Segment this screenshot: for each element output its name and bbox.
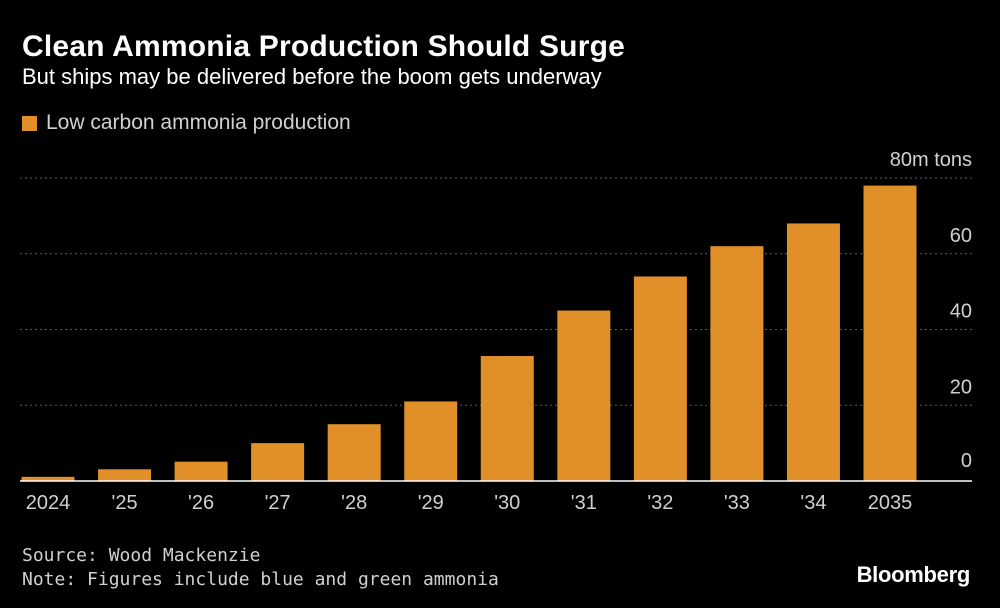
x-tick-label-4: '28 — [341, 492, 367, 514]
legend-swatch — [22, 115, 37, 131]
x-tick-label-6: '30 — [494, 492, 520, 514]
x-tick-label-8: '32 — [647, 492, 673, 514]
note-text: Note: Figures include blue and green amm… — [22, 569, 499, 590]
footer-notes: Source: Wood Mackenzie Note: Figures inc… — [22, 544, 499, 592]
bar-1 — [98, 469, 152, 481]
x-tick-label-7: '31 — [571, 492, 597, 514]
x-tick-label-9: '33 — [724, 492, 750, 514]
x-tick-label-1: '25 — [112, 492, 138, 514]
x-axis-tick-labels: 2024 '25 '26 '27 '28 '29 '30 '31 '32 '33 '34 2035 — [26, 492, 913, 514]
y-tick-label-40: 40 — [950, 301, 972, 323]
bar-9 — [710, 246, 764, 481]
bar-2 — [174, 461, 228, 481]
y-axis-tick-labels: 0 20 40 60 80m tons — [890, 149, 972, 472]
bar-6 — [480, 356, 534, 481]
chart-subtitle: But ships may be delivered before the bo… — [22, 64, 602, 89]
x-tick-label-2: '26 — [188, 492, 214, 514]
bar-4 — [327, 424, 381, 481]
legend: Low carbon ammonia production — [22, 111, 351, 135]
bar-10 — [786, 223, 840, 481]
bar-7 — [557, 310, 611, 481]
y-tick-label-60: 60 — [950, 225, 972, 247]
x-tick-label-5: '29 — [418, 492, 444, 514]
y-tick-label-20: 20 — [950, 376, 972, 398]
chart-title: Clean Ammonia Production Should Surge — [22, 30, 625, 63]
bar-8 — [633, 276, 687, 481]
bar-11 — [863, 185, 917, 481]
bar-5 — [404, 401, 458, 481]
legend-label: Low carbon ammonia production — [46, 111, 351, 134]
bar-3 — [251, 443, 305, 481]
bars — [21, 185, 917, 481]
x-tick-label-11: 2035 — [868, 492, 913, 514]
x-tick-label-10: '34 — [800, 492, 826, 514]
source-text: Source: Wood Mackenzie — [22, 545, 261, 566]
x-tick-label-0: 2024 — [26, 492, 71, 514]
y-tick-label-0: 0 — [961, 450, 972, 472]
x-tick-label-3: '27 — [265, 492, 291, 514]
bloomberg-logo: Bloomberg — [856, 562, 971, 587]
y-tick-label-80: 80m tons — [890, 149, 972, 171]
bar-0 — [21, 476, 75, 481]
